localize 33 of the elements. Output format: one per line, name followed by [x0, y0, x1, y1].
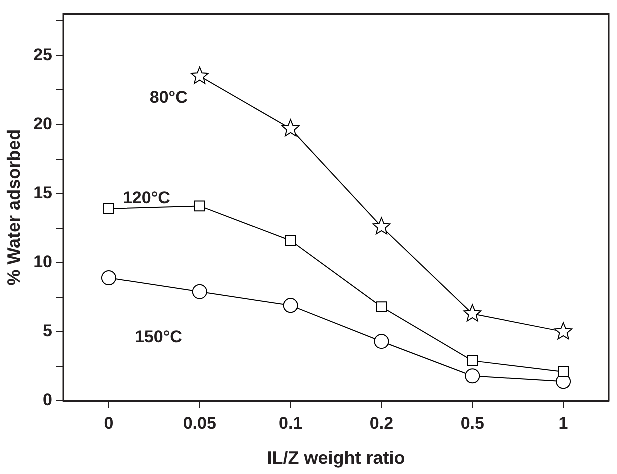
point	[465, 368, 480, 384]
series-label: 80°C	[150, 88, 188, 108]
y-tick-label: 20	[34, 114, 53, 134]
x-tick-label: 0.2	[370, 414, 394, 433]
x-tick-label: 0.5	[460, 414, 484, 433]
x-tick-label: 0	[104, 414, 114, 433]
y-tick-label: 0	[43, 390, 53, 410]
point	[192, 284, 208, 300]
x-tick-label: 1	[558, 414, 568, 433]
y-tick-label: 5	[43, 322, 53, 341]
y-tick-label: 15	[34, 183, 53, 202]
point	[190, 66, 209, 84]
point	[285, 235, 296, 246]
series-label: 120°C	[122, 188, 170, 208]
point	[554, 322, 573, 340]
y-tick-label: 25	[34, 45, 53, 64]
point	[467, 355, 478, 366]
x-tick-label: 0.1	[278, 414, 303, 433]
series-label: 150°C	[134, 328, 182, 347]
point	[104, 204, 114, 214]
point	[101, 270, 116, 286]
x-tick-label: 0.05	[183, 414, 216, 433]
point	[374, 334, 390, 350]
x-axis-title: IL/Z weight ratio	[267, 448, 406, 468]
point	[558, 366, 569, 378]
point	[283, 298, 298, 314]
point	[464, 304, 482, 322]
point	[376, 302, 388, 313]
point	[194, 200, 206, 212]
point	[282, 119, 300, 137]
y-axis-title: % Water adsorbed	[4, 129, 24, 286]
point	[372, 217, 391, 235]
y-tick-label: 10	[34, 252, 53, 272]
